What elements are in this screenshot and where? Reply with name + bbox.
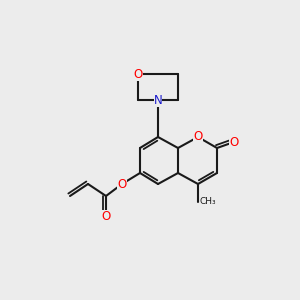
Text: CH₃: CH₃ <box>200 197 217 206</box>
Text: O: O <box>117 178 127 190</box>
Text: O: O <box>101 209 111 223</box>
Text: O: O <box>134 68 142 80</box>
Text: O: O <box>230 136 238 148</box>
Text: O: O <box>194 130 202 143</box>
Text: N: N <box>154 94 162 106</box>
